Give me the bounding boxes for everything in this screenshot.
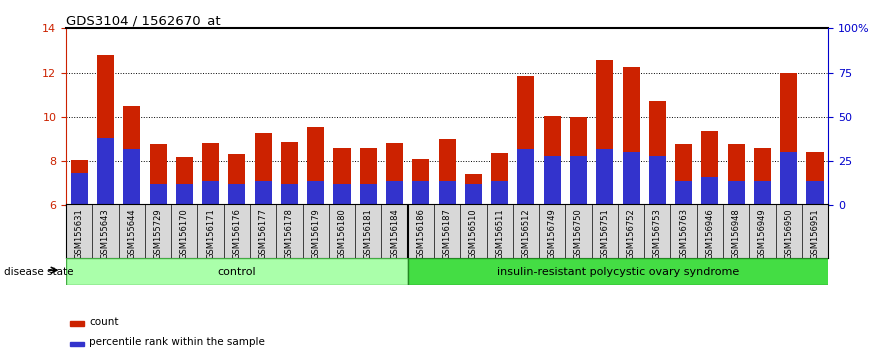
Text: GSM156186: GSM156186 (417, 208, 426, 259)
Bar (66, 258, 408, 285)
Bar (701, 131, 718, 205)
Bar (648, 101, 666, 205)
Bar (202, 143, 219, 205)
Text: GSM156948: GSM156948 (731, 208, 741, 259)
Bar (202, 181, 219, 205)
Text: GSM156946: GSM156946 (706, 208, 714, 259)
Bar (176, 184, 193, 205)
Bar (307, 127, 324, 205)
Text: GSM156511: GSM156511 (495, 208, 504, 258)
Bar (570, 117, 587, 205)
Text: GSM156178: GSM156178 (285, 208, 294, 259)
Text: GSM156170: GSM156170 (180, 208, 189, 259)
Bar (728, 144, 744, 205)
Bar (255, 181, 271, 205)
Bar (228, 154, 246, 205)
Bar (701, 177, 718, 205)
Text: GSM155643: GSM155643 (101, 208, 110, 259)
Text: GSM156750: GSM156750 (574, 208, 583, 259)
Text: insulin-resistant polycystic ovary syndrome: insulin-resistant polycystic ovary syndr… (497, 267, 739, 277)
Text: GSM156749: GSM156749 (548, 208, 557, 259)
Bar (412, 159, 429, 205)
Text: percentile rank within the sample: percentile rank within the sample (89, 337, 265, 347)
Text: GSM156763: GSM156763 (679, 208, 688, 259)
Bar (623, 67, 640, 205)
Bar (150, 184, 167, 205)
Text: control: control (218, 267, 256, 277)
Text: GDS3104 / 1562670_at: GDS3104 / 1562670_at (66, 14, 221, 27)
Bar (123, 149, 140, 205)
Bar (806, 152, 824, 205)
Bar (386, 181, 403, 205)
Bar (281, 184, 298, 205)
Text: GSM156512: GSM156512 (522, 208, 530, 258)
Bar (176, 157, 193, 205)
Bar (596, 61, 613, 205)
Text: GSM156510: GSM156510 (469, 208, 478, 258)
Bar (439, 181, 455, 205)
Bar (781, 152, 797, 205)
Bar (97, 138, 114, 205)
Text: GSM156179: GSM156179 (311, 208, 320, 259)
Bar (281, 142, 298, 205)
Text: GSM155644: GSM155644 (127, 208, 137, 258)
Text: GSM156180: GSM156180 (337, 208, 346, 259)
Text: GSM156951: GSM156951 (811, 208, 819, 258)
Bar (781, 73, 797, 205)
Bar (386, 143, 403, 205)
Bar (439, 139, 455, 205)
Text: GSM156949: GSM156949 (758, 208, 767, 258)
Bar (517, 76, 535, 205)
Bar (307, 181, 324, 205)
Text: count: count (89, 317, 118, 327)
Bar (150, 144, 167, 205)
Bar (754, 181, 771, 205)
Text: GSM156176: GSM156176 (233, 208, 241, 259)
Bar (123, 106, 140, 205)
Text: GSM156752: GSM156752 (626, 208, 635, 259)
Bar (70, 342, 84, 346)
Bar (728, 181, 744, 205)
Bar (465, 175, 482, 205)
Bar (754, 148, 771, 205)
Text: GSM156181: GSM156181 (364, 208, 373, 259)
Bar (70, 321, 84, 326)
Bar (517, 149, 535, 205)
Text: GSM156950: GSM156950 (784, 208, 793, 258)
Bar (623, 152, 640, 205)
Bar (228, 184, 246, 205)
Bar (648, 156, 666, 205)
Text: GSM156753: GSM156753 (653, 208, 662, 259)
Bar (255, 133, 271, 205)
Bar (544, 156, 561, 205)
Bar (596, 149, 613, 205)
Text: GSM156751: GSM156751 (600, 208, 610, 259)
Bar (333, 184, 351, 205)
Bar (544, 116, 561, 205)
Bar (333, 148, 351, 205)
Text: GSM156171: GSM156171 (206, 208, 215, 259)
Text: GSM156184: GSM156184 (390, 208, 399, 259)
Text: GSM155729: GSM155729 (153, 208, 163, 258)
Bar (359, 184, 377, 205)
Bar (675, 144, 692, 205)
Text: GSM155631: GSM155631 (75, 208, 84, 259)
Bar (491, 153, 508, 205)
Bar (70, 173, 88, 205)
Bar (806, 181, 824, 205)
Bar (408, 258, 841, 285)
Bar (70, 160, 88, 205)
Bar (359, 148, 377, 205)
Bar (465, 184, 482, 205)
Bar (675, 181, 692, 205)
Bar (570, 156, 587, 205)
Bar (412, 181, 429, 205)
Text: GSM156177: GSM156177 (259, 208, 268, 259)
Text: GSM156187: GSM156187 (442, 208, 452, 259)
Bar (97, 55, 114, 205)
Bar (491, 181, 508, 205)
Text: disease state: disease state (4, 267, 78, 277)
